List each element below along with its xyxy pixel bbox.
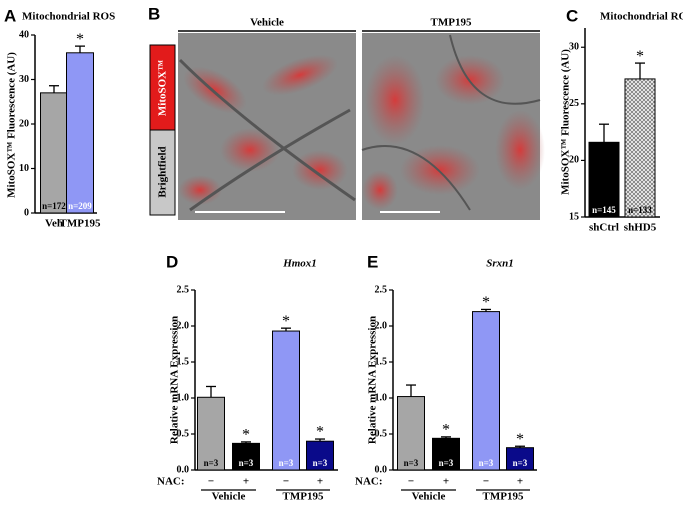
category-title: NAC: xyxy=(355,476,383,488)
bar xyxy=(588,141,620,218)
chart-title: Hmox1 xyxy=(282,258,317,270)
y-tick-label: 1.5 xyxy=(177,356,190,367)
y-tick-label: 2.0 xyxy=(177,320,190,331)
n-label: n=3 xyxy=(313,458,328,468)
y-tick-label: 1.5 xyxy=(375,356,388,367)
x-tick-label: + xyxy=(317,476,323,488)
y-tick-label: 0 xyxy=(24,207,29,218)
y-axis-label: MitoSOX™ Fluorescence (AU) xyxy=(6,52,18,198)
x-tick-label: Veh xyxy=(45,218,63,230)
y-axis-label: MitoSOX™ Fluorescence (AU) xyxy=(560,49,572,195)
significance: * xyxy=(516,431,524,448)
chart-title: Srxn1 xyxy=(486,258,514,270)
x-tick-label: + xyxy=(443,476,449,488)
y-tick-label: 25 xyxy=(569,98,579,109)
x-tick-label: + xyxy=(517,476,523,488)
panel-letter: B xyxy=(148,4,160,23)
column-label: Vehicle xyxy=(250,17,284,29)
significance: * xyxy=(636,48,644,65)
y-tick-label: 20 xyxy=(569,155,579,166)
x-tick-label: + xyxy=(243,476,249,488)
y-tick-label: 15 xyxy=(569,211,579,222)
bar xyxy=(472,311,500,471)
x-tick-label: shHD5 xyxy=(624,222,657,234)
bar xyxy=(624,78,656,218)
y-axis-label: Relative mRNA Expression xyxy=(367,316,379,444)
column-label: TMP195 xyxy=(431,17,472,29)
y-tick-label: 2.5 xyxy=(177,284,190,295)
panel-letter: C xyxy=(566,6,578,25)
bar xyxy=(432,437,460,471)
significance: * xyxy=(242,427,250,444)
micrograph-tmp195 xyxy=(361,33,545,220)
y-tick-label: 30 xyxy=(19,74,29,85)
chart-title: Mitochondrial ROS xyxy=(600,11,683,23)
panel-letter: A xyxy=(4,6,16,25)
y-tick-label: 40 xyxy=(19,29,29,40)
y-tick-label: 2.0 xyxy=(375,320,388,331)
y-tick-label: 1.0 xyxy=(375,392,388,403)
n-label: n=3 xyxy=(439,458,454,468)
significance: * xyxy=(482,294,490,311)
y-tick-label: 10 xyxy=(19,163,29,174)
significance: * xyxy=(316,424,324,441)
y-tick-label: 20 xyxy=(19,118,29,129)
n-label: n=209 xyxy=(68,201,92,211)
y-tick-label: 0.5 xyxy=(177,428,190,439)
n-label: n=145 xyxy=(592,205,616,215)
panel-letter: D xyxy=(166,252,178,271)
x-tick-label: TMP195 xyxy=(60,218,101,230)
n-label: n=3 xyxy=(239,458,254,468)
bar xyxy=(272,330,300,471)
y-tick-label: 30 xyxy=(569,42,579,53)
bar xyxy=(397,396,425,471)
bar xyxy=(66,52,94,214)
y-tick-label: 1.0 xyxy=(177,392,190,403)
bar xyxy=(40,92,68,214)
group-label: TMP195 xyxy=(283,491,324,503)
significance: * xyxy=(442,422,450,439)
bar xyxy=(232,442,260,471)
n-label: n=3 xyxy=(479,458,494,468)
panel-letter: E xyxy=(367,252,378,271)
n-label: n=133 xyxy=(628,205,652,215)
chart-title: Mitochondrial ROS xyxy=(22,11,115,23)
bar xyxy=(197,396,225,471)
x-tick-label: − xyxy=(408,476,414,488)
n-label: n=172 xyxy=(42,201,66,211)
n-label: n=3 xyxy=(404,458,419,468)
significance: * xyxy=(76,31,84,48)
group-label: Vehicle xyxy=(212,491,246,503)
bar xyxy=(306,440,334,471)
row-label: Brightfield xyxy=(157,146,169,197)
n-label: n=3 xyxy=(513,458,528,468)
x-tick-label: − xyxy=(483,476,489,488)
y-tick-label: 2.5 xyxy=(375,284,388,295)
y-tick-label: 0.5 xyxy=(375,428,388,439)
group-label: TMP195 xyxy=(483,491,524,503)
category-title: NAC: xyxy=(157,476,185,488)
y-tick-label: 0.0 xyxy=(177,464,190,475)
x-tick-label: shCtrl xyxy=(589,222,619,234)
micrograph-vehicle xyxy=(178,33,356,220)
group-label: Vehicle xyxy=(412,491,446,503)
x-tick-label: − xyxy=(283,476,289,488)
x-tick-label: − xyxy=(208,476,214,488)
n-label: n=3 xyxy=(204,458,219,468)
y-tick-label: 0.0 xyxy=(375,464,388,475)
significance: * xyxy=(282,313,290,330)
n-label: n=3 xyxy=(279,458,294,468)
row-label: MitoSOX™ xyxy=(157,60,169,116)
y-axis-label: Relative mRNA Expression xyxy=(169,316,181,444)
